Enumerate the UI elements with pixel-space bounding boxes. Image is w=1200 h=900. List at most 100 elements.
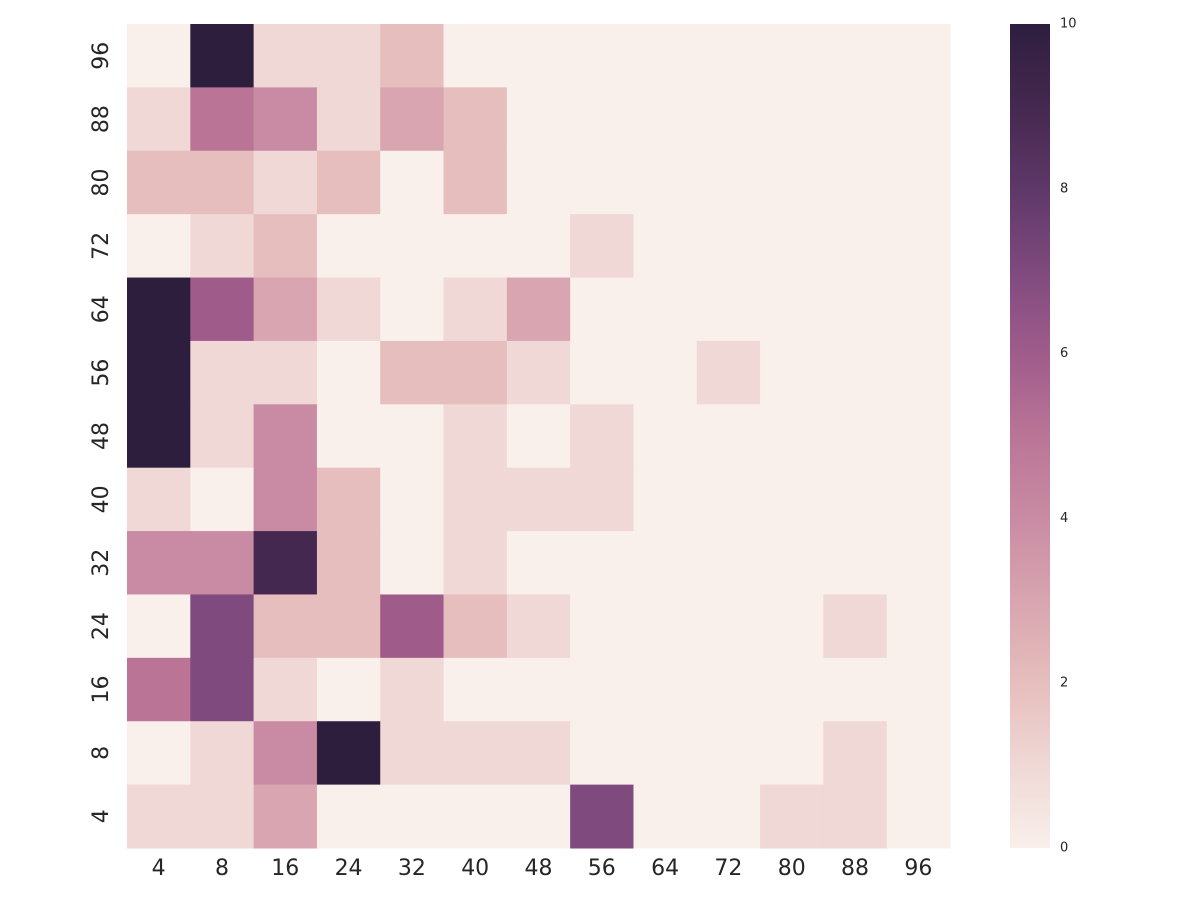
- x-tick-label: 48: [525, 856, 553, 881]
- heatmap-cell: [570, 340, 634, 405]
- heatmap-cell: [253, 404, 318, 469]
- heatmap-cell: [506, 24, 571, 88]
- y-tick-label: 88: [89, 105, 114, 133]
- heatmap-cell: [127, 721, 191, 786]
- heatmap-cell: [380, 24, 445, 88]
- heatmap-cell: [633, 24, 698, 88]
- heatmap-cell: [190, 150, 255, 215]
- heatmap-cell: [127, 784, 191, 849]
- heatmap-cell: [506, 277, 571, 342]
- heatmap-cell: [823, 214, 888, 279]
- heatmap-cell: [570, 277, 634, 342]
- heatmap-cell: [380, 214, 445, 279]
- heatmap-cell: [823, 24, 888, 88]
- heatmap-cell: [316, 721, 381, 786]
- heatmap-cell: [886, 87, 951, 152]
- heatmap-cell: [886, 24, 951, 88]
- heatmap-cell: [380, 340, 445, 405]
- heatmap-cell: [570, 87, 634, 152]
- heatmap-cell: [380, 784, 445, 849]
- heatmap-cell: [443, 24, 508, 88]
- heatmap-cell: [127, 24, 191, 88]
- heatmap-cell: [760, 594, 824, 659]
- y-tick-label: 40: [89, 485, 114, 513]
- y-tick-label: 48: [89, 422, 114, 450]
- heatmap-cell: [633, 404, 698, 469]
- heatmap-cell: [443, 657, 508, 722]
- colorbar-tick-label: 4: [1060, 511, 1068, 526]
- heatmap-cell: [886, 340, 951, 405]
- heatmap-cell: [696, 340, 761, 405]
- heatmap-cell: [886, 277, 951, 342]
- y-tick-label: 72: [89, 232, 114, 260]
- y-tick-label: 24: [89, 612, 114, 640]
- heatmap-cell: [316, 467, 381, 532]
- heatmap-cell: [633, 594, 698, 659]
- heatmap-cell: [760, 404, 824, 469]
- heatmap-cell: [633, 467, 698, 532]
- heatmap-cell: [760, 214, 824, 279]
- heatmap-cell: [570, 531, 634, 595]
- heatmap-cell: [823, 594, 888, 659]
- heatmap-cell: [506, 214, 571, 279]
- heatmap-cell: [380, 531, 445, 595]
- heatmap-cell: [570, 784, 634, 849]
- heatmap-cell: [696, 214, 761, 279]
- x-tick-label: 72: [714, 856, 742, 881]
- heatmap-cell: [696, 404, 761, 469]
- colorbar-tick-label: 10: [1060, 17, 1077, 32]
- colorbar-tick-label: 2: [1060, 676, 1068, 691]
- x-tick-label: 32: [398, 856, 426, 881]
- heatmap-cell: [380, 87, 445, 152]
- heatmap-cell: [316, 594, 381, 659]
- heatmap-cell: [443, 784, 508, 849]
- y-tick-label: 16: [89, 676, 114, 704]
- heatmap-cell: [380, 404, 445, 469]
- heatmap-cell: [127, 87, 191, 152]
- y-tick-label: 4: [89, 809, 114, 823]
- heatmap-cell: [823, 784, 888, 849]
- heatmap-cell: [696, 24, 761, 88]
- heatmap-cell: [253, 214, 318, 279]
- heatmap-cell: [823, 404, 888, 469]
- heatmap-cell: [316, 214, 381, 279]
- heatmap-cell: [760, 467, 824, 532]
- heatmap-cell: [316, 277, 381, 342]
- heatmap-cell: [380, 467, 445, 532]
- heatmap-cell: [127, 150, 191, 215]
- heatmap-cell: [190, 721, 255, 786]
- heatmap-cell: [190, 277, 255, 342]
- heatmap-cell: [570, 721, 634, 786]
- heatmap-cell: [127, 594, 191, 659]
- heatmap-cell: [696, 784, 761, 849]
- heatmap-cell: [253, 24, 318, 88]
- heatmap-cell: [696, 657, 761, 722]
- heatmap-cell: [633, 721, 698, 786]
- heatmap-cell: [443, 467, 508, 532]
- heatmap-cell: [316, 404, 381, 469]
- heatmap-cell: [506, 404, 571, 469]
- y-tick-label: 96: [89, 42, 114, 70]
- heatmap-cell: [570, 150, 634, 215]
- heatmap-cell: [823, 277, 888, 342]
- heatmap-cell: [253, 784, 318, 849]
- heatmap-cell: [760, 340, 824, 405]
- heatmap-cell: [190, 531, 255, 595]
- heatmap-cell: [253, 467, 318, 532]
- heatmap-cell: [633, 277, 698, 342]
- heatmap-cell: [316, 24, 381, 88]
- heatmap-cell: [633, 531, 698, 595]
- heatmap-cell: [760, 657, 824, 722]
- heatmap-cell: [633, 657, 698, 722]
- heatmap-cell: [316, 657, 381, 722]
- heatmap-cell: [506, 784, 571, 849]
- heatmap-cell: [696, 467, 761, 532]
- heatmap-cell: [886, 467, 951, 532]
- heatmap-cell: [190, 404, 255, 469]
- colorbar-tick-label: 8: [1060, 181, 1068, 196]
- heatmap-cell: [127, 340, 191, 405]
- heatmap-cell: [190, 657, 255, 722]
- heatmap-cell: [506, 531, 571, 595]
- y-tick-label: 80: [89, 168, 114, 196]
- heatmap-cell: [190, 24, 255, 88]
